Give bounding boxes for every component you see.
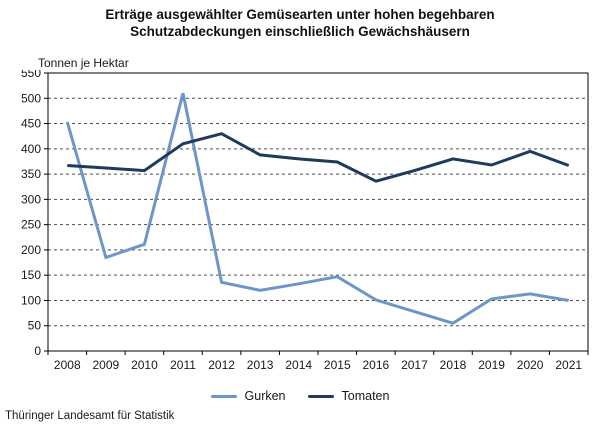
y-tick-label: 550 (21, 70, 41, 80)
x-tick-label: 2012 (208, 358, 235, 372)
y-gridlines (48, 97, 588, 327)
y-tick-label: 150 (21, 268, 41, 282)
x-tick-label: 2015 (324, 358, 351, 372)
x-tick-label: 2014 (285, 358, 312, 372)
gurken-line-swatch-icon (210, 394, 237, 398)
x-tick-label: 2020 (517, 358, 544, 372)
legend: Gurken Tomaten (0, 389, 600, 403)
y-tick-label: 100 (21, 293, 41, 307)
y-axis-ticks (44, 72, 48, 352)
legend-label-tomaten: Tomaten (341, 389, 390, 403)
x-tick-label: 2009 (93, 358, 120, 372)
x-tick-label: 2021 (555, 358, 582, 372)
x-tick-label: 2011 (170, 358, 196, 372)
x-tick-label: 2016 (363, 358, 390, 372)
y-axis-unit-label: Tonnen je Hektar (38, 56, 129, 70)
y-tick-label: 400 (21, 142, 41, 156)
legend-item-gurken: Gurken (210, 389, 286, 403)
y-tick-label: 500 (21, 91, 41, 105)
y-tick-label: 300 (21, 192, 41, 206)
x-tick-label: 2019 (478, 358, 505, 372)
x-tick-label: 2008 (54, 358, 81, 372)
y-tick-label: 350 (21, 167, 41, 181)
x-axis-labels: 2008 2009 2010 2011 2012 2013 2014 2015 2016 2017… (54, 358, 582, 372)
y-tick-label: 0 (34, 344, 41, 358)
tomaten-line-swatch-icon (307, 394, 334, 398)
chart-title: Erträge ausgewählter Gemüsearten unter h… (0, 7, 600, 40)
chart-title-line2: Schutzabdeckungen einschließlich Gewächs… (130, 23, 470, 39)
x-axis-ticks (47, 351, 589, 355)
x-tick-label: 2018 (440, 358, 467, 372)
source-attribution: Thüringer Landesamt für Statistik (5, 410, 175, 422)
y-tick-label: 200 (21, 243, 41, 257)
chart-title-line1: Erträge ausgewählter Gemüsearten unter h… (105, 7, 495, 22)
y-tick-label: 450 (21, 117, 41, 131)
y-tick-label: 50 (28, 319, 42, 333)
x-tick-label: 2013 (247, 358, 274, 372)
y-tick-label: 250 (21, 218, 41, 232)
legend-label-gurken: Gurken (244, 389, 286, 403)
series-line-gurken (65, 92, 569, 325)
legend-item-tomaten: Tomaten (307, 389, 390, 403)
y-axis-labels: 0 50 100 150 200 250 300 350 400 450 500 550 (21, 66, 42, 358)
x-tick-label: 2010 (131, 358, 158, 372)
series-line-tomaten (67, 132, 570, 183)
x-tick-label: 2017 (401, 358, 428, 372)
plot-area: 0 50 100 150 200 250 300 350 400 450 500 550 2008 200… (0, 66, 600, 382)
plot-border (47, 72, 589, 352)
